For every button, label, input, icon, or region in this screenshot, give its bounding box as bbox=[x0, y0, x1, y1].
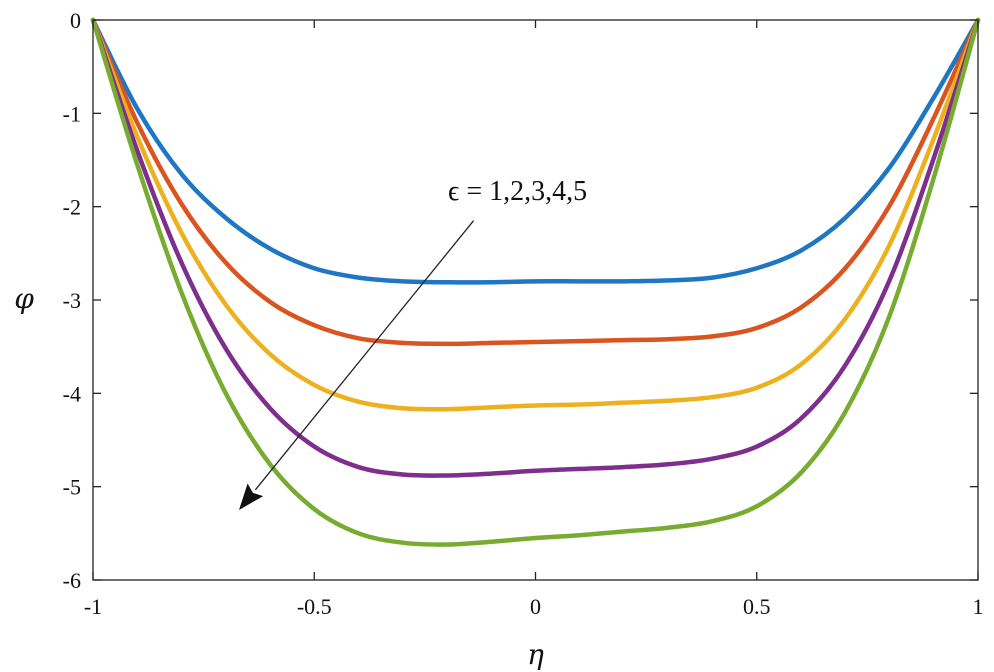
y-axis-label: φ bbox=[14, 282, 34, 315]
y-tick-label-5: -5 bbox=[63, 475, 81, 500]
series-line-4 bbox=[90, 17, 981, 478]
series-layer bbox=[90, 17, 981, 547]
annotation-arrowhead bbox=[239, 483, 264, 510]
series-line-1 bbox=[90, 17, 981, 285]
tick-layer: -1 -0.5 0 0.5 1 0 -1 -2 -3 -4 -5 -6 bbox=[63, 8, 984, 619]
series-line-3 bbox=[90, 17, 981, 412]
series-line-2 bbox=[90, 17, 981, 347]
x-tick-label-4: 1 bbox=[973, 594, 984, 619]
annotation-label: ϵ = 1,2,3,4,5 bbox=[448, 176, 587, 207]
y-tick-label-0: 0 bbox=[70, 8, 81, 33]
annotation-arrow bbox=[254, 220, 475, 491]
y-tick-label-1: -1 bbox=[63, 101, 81, 126]
y-tick-label-6: -6 bbox=[63, 568, 81, 593]
x-tick-label-2: 0 bbox=[530, 594, 541, 619]
x-tick-label-0: -1 bbox=[84, 594, 102, 619]
plot-frame bbox=[92, 19, 979, 581]
x-tick-label-3: 0.5 bbox=[743, 594, 771, 619]
y-tick-label-4: -4 bbox=[63, 381, 81, 406]
y-tick-label-2: -2 bbox=[63, 195, 81, 220]
annotation-layer: ϵ = 1,2,3,4,5 bbox=[239, 176, 587, 510]
x-axis-label: η bbox=[527, 638, 544, 671]
y-tick-label-3: -3 bbox=[63, 288, 81, 313]
x-tick-label-1: -0.5 bbox=[297, 594, 332, 619]
series-line-5 bbox=[90, 17, 981, 547]
